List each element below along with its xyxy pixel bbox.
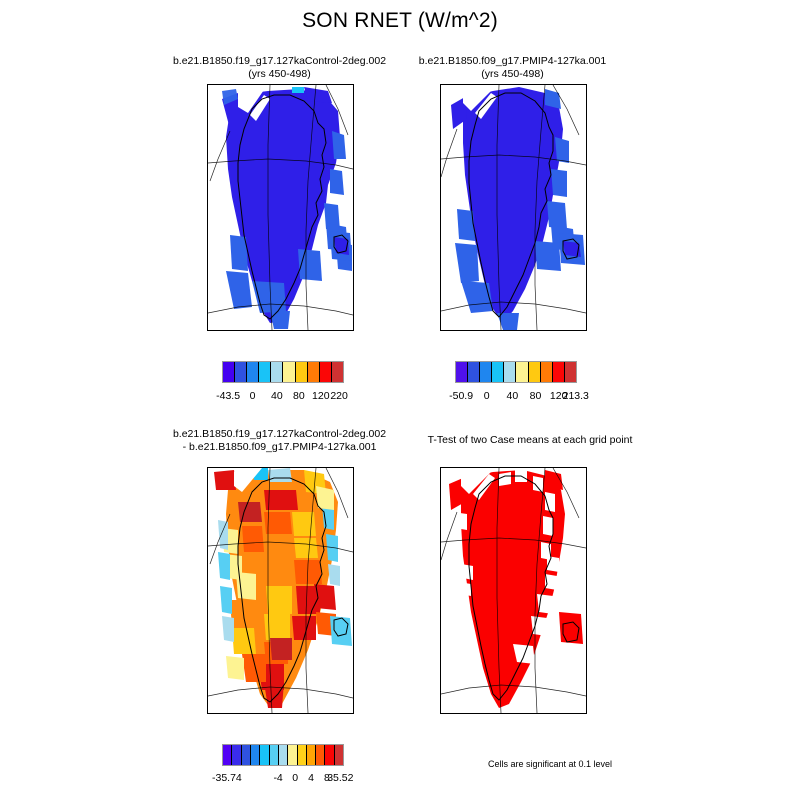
- colorbar-tick-label: 40: [271, 390, 283, 402]
- map-panel-top-left[interactable]: [207, 84, 354, 331]
- colorbar-swatch-3: [259, 362, 272, 382]
- colorbar-swatch-8: [297, 745, 307, 765]
- coastline-bottom-left: [237, 477, 349, 703]
- page-title: SON RNET (W/m^2): [302, 9, 498, 32]
- map-panel-top-right[interactable]: [440, 84, 587, 331]
- colorbar-tick-label: -50.9: [449, 390, 474, 402]
- colorbar-bottom-left[interactable]: [222, 744, 344, 766]
- colorbar-swatch-6: [278, 745, 289, 765]
- colorbar-tick-label: 0: [292, 772, 299, 784]
- colorbar-tick-label: -4: [273, 772, 283, 784]
- colorbar-swatch-8: [552, 362, 565, 382]
- colorbar-swatch-0: [456, 362, 469, 382]
- colorbar-swatch-4: [504, 362, 517, 382]
- panel-title-top-left-line2: (yrs 450-498): [248, 67, 311, 80]
- colorbar-swatch-6: [295, 362, 308, 382]
- colorbar-swatch-2: [241, 745, 251, 765]
- colorbar-tick-label: 0: [483, 390, 490, 402]
- colorbar-swatch-7: [307, 362, 320, 382]
- colorbar-swatch-10: [316, 745, 326, 765]
- map-svg-bottom-right: [441, 468, 586, 713]
- colorbar-tick-label: 40: [506, 390, 519, 402]
- graticule-top-right: [441, 85, 586, 330]
- colorbar-top-right-swatches: [455, 361, 577, 383]
- colorbar-swatch-5: [269, 745, 279, 765]
- colorbar-swatch-11: [325, 745, 335, 765]
- colorbar-swatch-3: [250, 745, 261, 765]
- graticule-top-left: [208, 85, 353, 330]
- coastline-bottom-right: [468, 475, 580, 701]
- panel-title-top-right-line2: (yrs 450-498): [481, 67, 544, 80]
- colorbar-top-left-swatches: [222, 361, 344, 383]
- colorbar-swatch-4: [260, 745, 270, 765]
- colorbar-swatch-4: [271, 362, 284, 382]
- colorbar-swatch-0: [223, 745, 233, 765]
- colorbar-tick-label: 4: [308, 772, 314, 784]
- panel-title-bottom-left: b.e21.B1850.f19_g17.127kaControl-2deg.00…: [147, 428, 412, 453]
- data-cells-bottom-left: [214, 468, 352, 708]
- colorbar-swatch-1: [232, 745, 242, 765]
- colorbar-top-right[interactable]: [455, 361, 577, 383]
- colorbar-swatch-3: [492, 362, 505, 382]
- map-panel-bottom-left[interactable]: [207, 467, 354, 714]
- graticule-bottom-right: [441, 468, 586, 713]
- colorbar-swatch-9: [331, 362, 343, 382]
- panel-title-top-left: b.e21.B1850.f19_g17.127kaControl-2deg.00…: [147, 55, 412, 80]
- colorbar-tick-label: 213.3: [562, 390, 589, 402]
- colorbar-tick-label: 220: [330, 390, 348, 402]
- coastline-top-right: [468, 92, 580, 318]
- panel-title-bottom-left-line2: - b.e21.B1850.f09_g17.PMIP4-127ka.001: [182, 440, 377, 453]
- panel-title-top-left-line1: b.e21.B1850.f19_g17.127kaControl-2deg.00…: [172, 55, 387, 67]
- colorbar-swatch-0: [223, 362, 236, 382]
- colorbar-swatch-5: [516, 362, 529, 382]
- colorbar-tick-label: 35.52: [327, 772, 354, 784]
- colorbar-swatch-7: [540, 362, 553, 382]
- map-svg-top-left: [208, 85, 353, 330]
- colorbar-tick-label: 0: [249, 390, 256, 402]
- colorbar-swatch-8: [319, 362, 332, 382]
- colorbar-top-left[interactable]: [222, 361, 344, 383]
- colorbar-bottom-left-labels: -35.74 -4 0 4 8 35.52: [212, 772, 353, 786]
- colorbar-tick-label: 120: [312, 390, 330, 402]
- colorbar-tick-label: 80: [293, 390, 305, 402]
- colorbar-swatch-9: [306, 745, 317, 765]
- panel-title-top-right: b.e21.B1850.f09_g17.PMIP4-127ka.001 (yrs…: [385, 55, 640, 80]
- colorbar-swatch-6: [528, 362, 541, 382]
- panel-title-bottom-right: T-Test of two Case means at each grid po…: [410, 434, 650, 447]
- colorbar-bottom-left-swatches: [222, 744, 344, 766]
- coastline-top-left: [237, 94, 349, 320]
- map-svg-top-right: [441, 85, 586, 330]
- map-svg-bottom-left: [208, 468, 353, 713]
- panel-title-bottom-left-line1: b.e21.B1850.f19_g17.127kaControl-2deg.00…: [172, 428, 387, 440]
- panel-title-bottom-right-line1: T-Test of two Case means at each grid po…: [427, 434, 633, 446]
- colorbar-swatch-1: [235, 362, 248, 382]
- colorbar-swatch-12: [334, 745, 344, 765]
- colorbar-tick-label: 80: [529, 390, 542, 402]
- colorbar-tick-label: -43.5: [216, 390, 241, 402]
- panel-title-top-right-line1: b.e21.B1850.f09_g17.PMIP4-127ka.001: [418, 55, 607, 67]
- data-cells-top-right: [451, 85, 585, 330]
- graticule-bottom-left: [208, 468, 353, 713]
- colorbar-tick-label: 120: [549, 390, 568, 402]
- colorbar-swatch-2: [247, 362, 260, 382]
- data-cells-top-left: [222, 87, 352, 329]
- colorbar-tick-label: 8: [323, 772, 330, 784]
- colorbar-swatch-1: [468, 362, 481, 382]
- colorbar-top-left-labels: -43.5 0 40 80 120 220: [216, 390, 348, 404]
- colorbar-tick-label: -35.74: [211, 772, 242, 784]
- colorbar-swatch-5: [283, 362, 296, 382]
- colorbar-swatch-9: [564, 362, 576, 382]
- map-panel-bottom-right[interactable]: [440, 467, 587, 714]
- data-cells-bottom-right: [449, 468, 583, 708]
- significance-note: Cells are significant at 0.1 level: [487, 759, 613, 769]
- colorbar-swatch-7: [288, 745, 298, 765]
- colorbar-swatch-2: [480, 362, 493, 382]
- colorbar-top-right-labels: -50.9 0 40 80 120 213.3: [449, 390, 589, 404]
